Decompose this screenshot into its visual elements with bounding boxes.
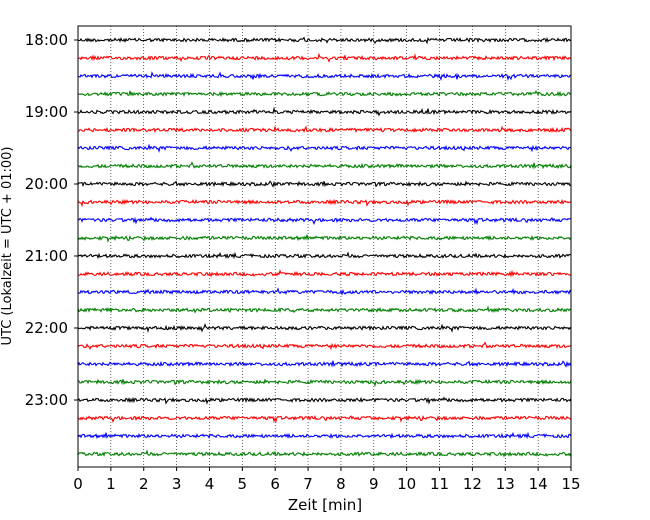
- x-tick-label: 3: [172, 475, 182, 493]
- x-tick-label: 15: [561, 475, 580, 493]
- x-tick-label: 7: [303, 475, 313, 493]
- trace-2315: [77, 414, 572, 424]
- x-tick-label: 5: [238, 475, 248, 493]
- trace-2200: [77, 322, 572, 334]
- y-tick-label: 23:00: [25, 391, 68, 409]
- trace-2100: [77, 251, 572, 260]
- y-tick-label: 19:00: [25, 103, 68, 121]
- x-tick-label: 8: [336, 475, 346, 493]
- grid-lines: [110, 26, 539, 467]
- x-tick-label: 11: [430, 475, 449, 493]
- trace-2330: [77, 431, 572, 440]
- trace-2245: [77, 378, 572, 388]
- trace-2345: [77, 449, 572, 458]
- trace-1830: [77, 71, 572, 82]
- x-tick-label: 14: [529, 475, 548, 493]
- y-tick-label: 20:00: [25, 175, 68, 193]
- trace-1915: [77, 125, 572, 134]
- y-axis-label: UTC (Lokalzeit = UTC + 01:00): [0, 147, 15, 346]
- trace-2115: [77, 269, 572, 278]
- trace-1815: [77, 52, 572, 63]
- trace-2300: [77, 396, 572, 405]
- trace-1945: [77, 161, 572, 170]
- trace-2045: [77, 234, 572, 243]
- y-tick-label: 21:00: [25, 247, 68, 265]
- x-axis-label: Zeit [min]: [288, 496, 362, 514]
- x-tick-label: 1: [106, 475, 116, 493]
- x-tick-label: 6: [270, 475, 280, 493]
- x-tick-label: 10: [397, 475, 416, 493]
- x-axis-ticks: 0 1 2 3 4 5 6 7 8 9 10 11 12 13 14 15: [73, 467, 581, 493]
- x-tick-label: 4: [205, 475, 215, 493]
- trace-2015: [77, 198, 572, 208]
- x-tick-label: 0: [73, 475, 83, 493]
- plot-frame: [77, 25, 572, 468]
- x-tick-label: 9: [369, 475, 379, 493]
- trace-1900: [77, 106, 572, 117]
- x-tick-label: 13: [496, 475, 515, 493]
- trace-1845: [77, 89, 572, 98]
- trace-1930: [77, 143, 572, 153]
- y-tick-label: 18:00: [25, 31, 68, 49]
- trace-2000: [77, 180, 572, 188]
- trace-1800: [77, 36, 572, 45]
- seismic-traces: [77, 36, 572, 458]
- trace-2030: [77, 216, 571, 226]
- trace-2145: [77, 305, 572, 314]
- x-tick-label: 12: [463, 475, 482, 493]
- trace-2130: [77, 287, 572, 296]
- x-tick-label: 2: [139, 475, 149, 493]
- y-axis-ticks: 18:00 19:00 20:00 21:00 22:00 23:00: [25, 31, 78, 409]
- y-tick-label: 22:00: [25, 319, 68, 337]
- trace-2215: [77, 341, 572, 351]
- trace-2230: [77, 360, 572, 368]
